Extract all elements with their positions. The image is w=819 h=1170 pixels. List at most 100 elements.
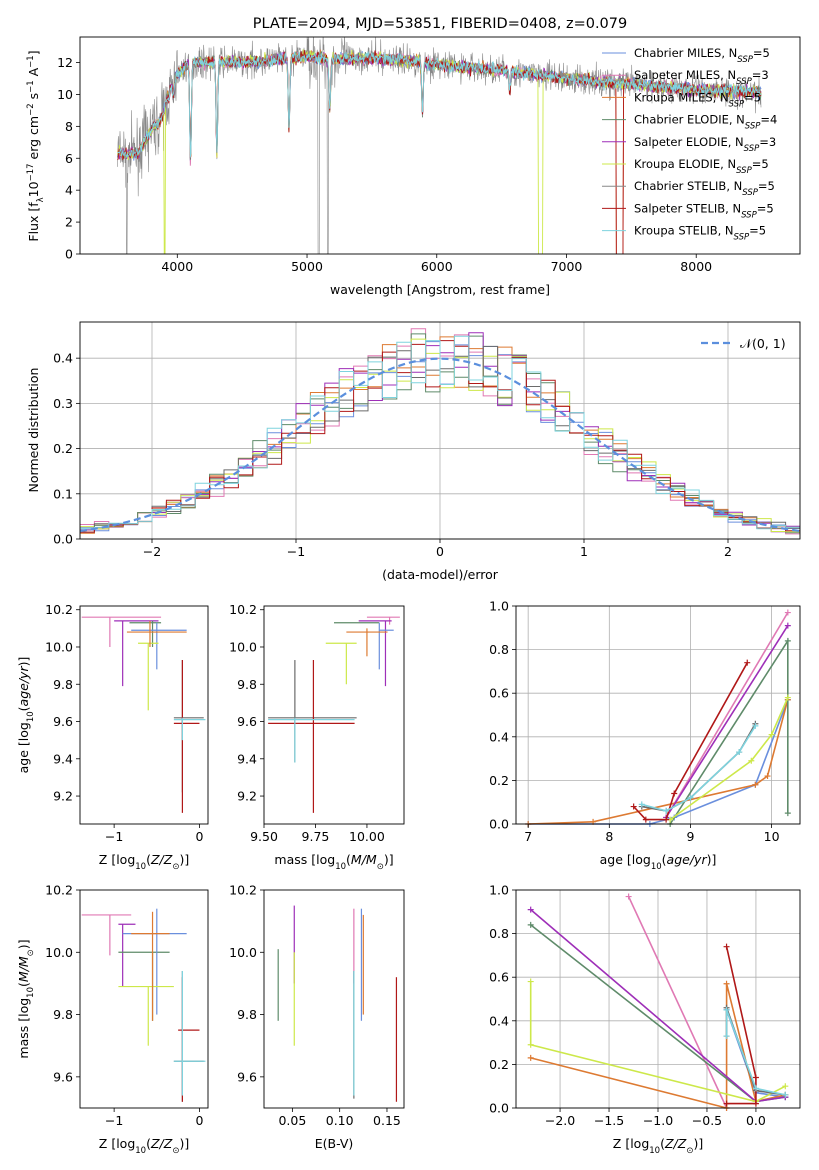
x-tick-label: 8000 — [680, 259, 712, 274]
weight-marker — [723, 1100, 730, 1107]
y-tick-label: 9.6 — [237, 1069, 257, 1084]
legend-entry: Chabrier ELODIE, NSSP=4 — [634, 113, 777, 132]
weight-marker — [527, 921, 534, 928]
legend-entry: Kroupa MILES, NSSP=5 — [634, 90, 761, 109]
histogram-series — [80, 335, 800, 535]
y-axis-label: age [log10(age/yr)] — [16, 657, 36, 774]
legend-entry: Kroupa ELODIE, NSSP=5 — [634, 157, 769, 176]
axes-frame — [263, 605, 405, 825]
y-tick-label: 4 — [65, 183, 73, 198]
x-axis-label: Z [log10(Z/Z⊙)] — [99, 1136, 189, 1156]
y-tick-label: 9.2 — [237, 789, 257, 804]
weight-marker — [723, 1033, 730, 1040]
x-tick-label: 0.15 — [373, 1113, 401, 1128]
x-tick-label: −1 — [105, 1113, 123, 1128]
x-tick-label: 0 — [195, 1113, 203, 1128]
y-tick-label: 0.2 — [489, 773, 509, 788]
weight-marker — [784, 810, 791, 817]
y-tick-label: 10.2 — [229, 883, 257, 898]
axes-frame — [79, 889, 209, 1109]
errorbars — [81, 616, 206, 813]
y-tick-label: 0.0 — [489, 817, 509, 832]
weight-marker — [784, 622, 791, 629]
y-tick-label: 9.8 — [237, 677, 257, 692]
y-tick-label: 0.2 — [489, 1057, 509, 1072]
y-tick-label: 9.2 — [53, 789, 73, 804]
x-axis-label: wavelength [Angstrom, rest frame] — [330, 282, 550, 297]
weight-marker — [663, 807, 670, 814]
weight-marker — [663, 816, 670, 823]
normal-reference-curve — [80, 357, 800, 533]
weight-marker — [782, 1083, 789, 1090]
errorbars — [81, 908, 206, 1102]
spectrum-lines — [117, 37, 762, 254]
y-tick-label: 0.6 — [489, 970, 509, 985]
x-axis-label: age [log10(age/yr)] — [600, 852, 717, 872]
y-tick-label: 0.4 — [489, 729, 509, 744]
legend-entry: Salpeter ELODIE, NSSP=3 — [634, 135, 776, 154]
x-tick-label: 7000 — [551, 259, 583, 274]
y-tick-label: 10.0 — [229, 639, 257, 654]
x-tick-label: 9.75 — [302, 829, 330, 844]
y-tick-label: 10.0 — [229, 945, 257, 960]
weight-marker — [527, 978, 534, 985]
y-tick-label: 0.8 — [489, 642, 509, 657]
x-axis-label: Z [log10(Z/Z⊙)] — [99, 852, 189, 872]
x-tick-label: −1.0 — [643, 1113, 673, 1128]
x-tick-label: 0 — [436, 544, 444, 559]
errorbars — [277, 905, 398, 1102]
y-tick-label: 9.8 — [53, 677, 73, 692]
x-tick-label: 1 — [580, 544, 588, 559]
age-vs-metallicity-panel: −1 0 9.2 9.4 9.6 9.8 10.0 10.2 Z [log10(Z/Z⊙)] ag… — [16, 602, 209, 872]
x-tick-label: 2 — [724, 544, 732, 559]
x-tick-label: −2 — [143, 544, 161, 559]
x-tick-label: −0.5 — [692, 1113, 722, 1128]
y-axis-label: Flux [fλ10−17 erg cm−2 s−1 A−1] — [26, 50, 46, 241]
weight-marker — [687, 794, 694, 801]
mass-vs-extinction-panel: 0.05 0.10 0.15 9.6 9.8 10.0 10.2 E(B-V) — [229, 883, 405, 1151]
weight-lines — [527, 893, 789, 1111]
weight-marker — [723, 943, 730, 950]
y-tick-label: 10.2 — [45, 883, 73, 898]
x-tick-label: 10.00 — [349, 829, 385, 844]
x-axis-label: Z [log10(Z/Z⊙)] — [613, 1136, 703, 1156]
axes-frame — [515, 605, 801, 825]
mass-vs-metallicity-panel: −1 0 9.6 9.8 10.0 10.2 Z [log10(Z/Z⊙)] mass [lo… — [16, 883, 209, 1156]
weight-marker — [764, 773, 771, 780]
axes-frame — [79, 605, 209, 825]
x-tick-label: 0 — [195, 829, 203, 844]
x-tick-label: 10 — [764, 829, 780, 844]
weight-marker — [723, 1006, 730, 1013]
weight-marker — [625, 893, 632, 900]
y-tick-label: 1.0 — [489, 883, 509, 898]
y-axis-label: Normed distribution — [26, 368, 41, 493]
y-tick-label: 0.8 — [489, 926, 509, 941]
y-tick-label: 0.4 — [53, 351, 73, 366]
y-axis-label: mass [log10(M/M⊙)] — [16, 939, 36, 1058]
weight-marker — [527, 1054, 534, 1061]
x-tick-label: 9.50 — [250, 829, 278, 844]
weight-series — [665, 612, 789, 818]
legend-entry: Chabrier MILES, NSSP=5 — [634, 46, 770, 65]
y-tick-label: 9.8 — [237, 1007, 257, 1022]
weight-marker — [784, 637, 791, 644]
y-tick-label: 10.0 — [45, 945, 73, 960]
x-axis-label: mass [log10(M/M⊙)] — [274, 852, 393, 872]
weight-marker — [752, 1085, 759, 1092]
weight-series — [669, 697, 789, 821]
y-tick-label: 9.8 — [53, 1007, 73, 1022]
y-tick-label: 9.6 — [53, 1069, 73, 1084]
y-tick-label: 10.2 — [45, 602, 73, 617]
weight-series — [725, 1009, 786, 1096]
y-tick-label: 10.2 — [229, 602, 257, 617]
weight-marker — [642, 816, 649, 823]
legend-entry: Kroupa STELIB, NSSP=5 — [634, 224, 766, 243]
x-tick-label: 9 — [686, 829, 694, 844]
weight-marker — [782, 1091, 789, 1098]
legend-entry: 𝒩(0, 1) — [740, 336, 786, 351]
spectrum-model-line — [117, 51, 762, 159]
weight-series — [529, 981, 786, 1103]
x-tick-label: 7 — [524, 829, 532, 844]
